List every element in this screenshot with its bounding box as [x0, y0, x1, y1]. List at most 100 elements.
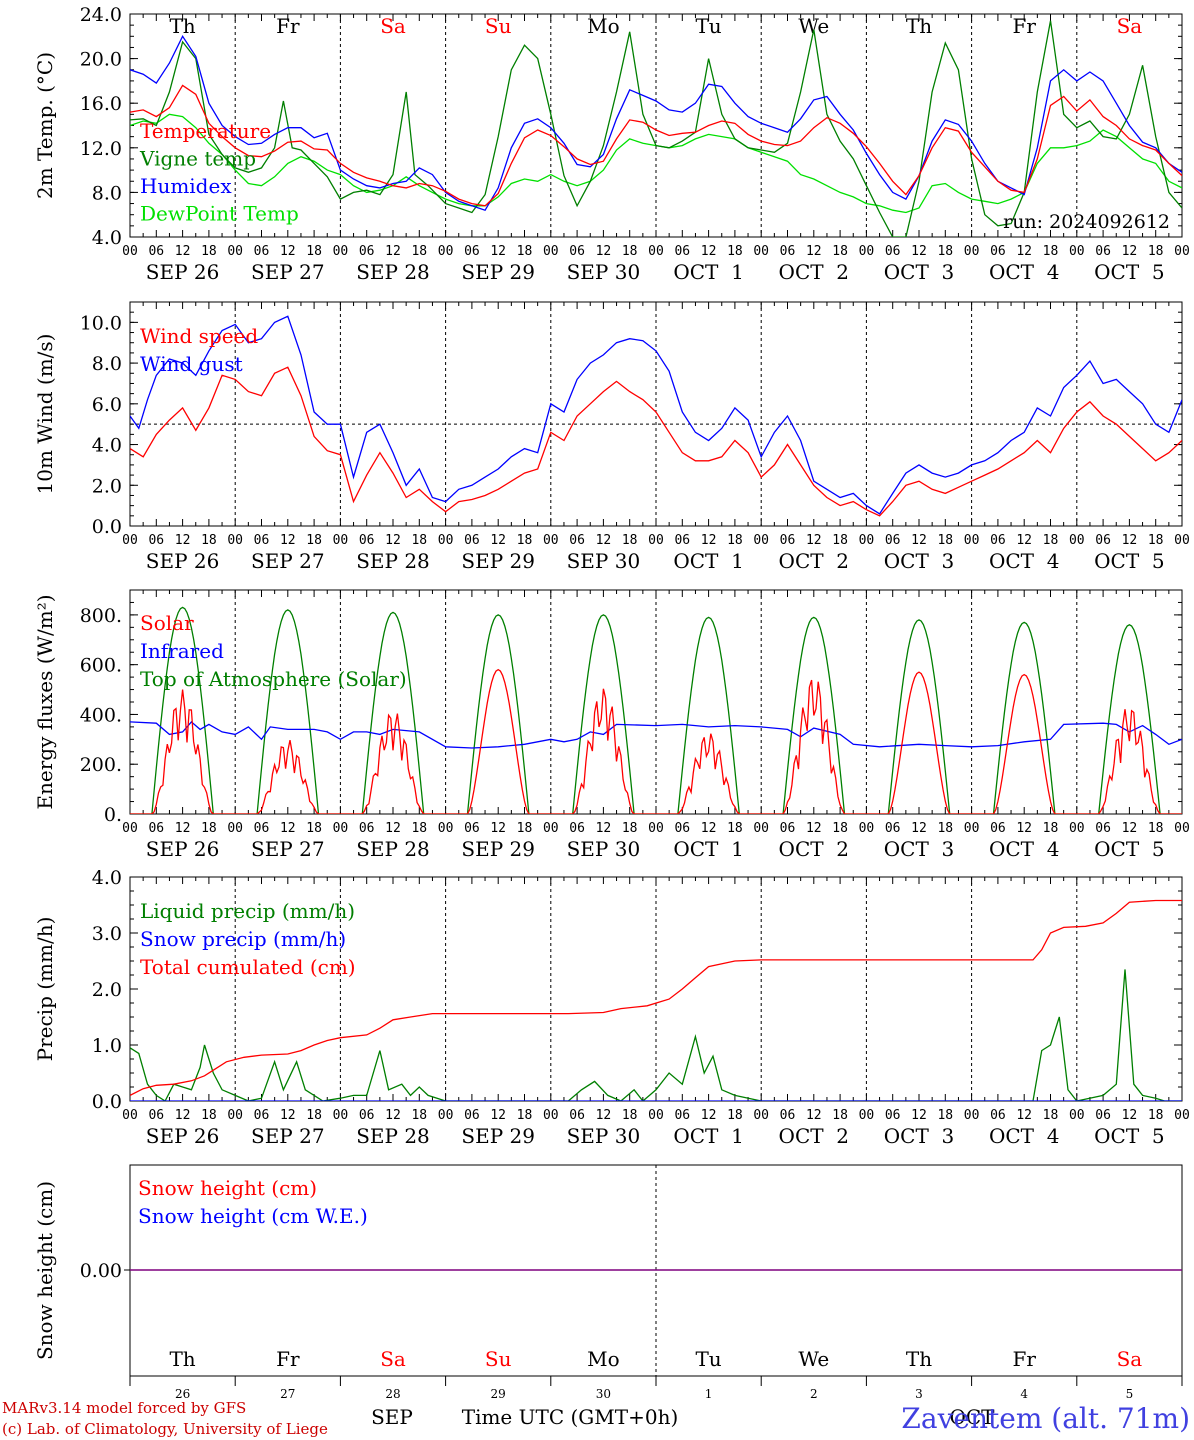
weekday-label: Fr: [1012, 14, 1036, 38]
hour-tick-label: 12: [1016, 821, 1032, 836]
hour-tick-label: 00: [964, 821, 980, 836]
date-label: OCT 1: [673, 260, 743, 284]
legend-item: Temperature: [140, 119, 271, 143]
hour-tick-label: 00: [122, 1108, 138, 1123]
date-label: SEP 29: [461, 549, 535, 573]
y-tick-label: 0.0: [92, 516, 122, 538]
hour-tick-label: 00: [438, 821, 454, 836]
date-label: OCT 3: [884, 837, 954, 861]
hour-tick-label: 18: [1043, 533, 1059, 548]
weekday-label: Fr: [276, 1347, 300, 1371]
y-tick-label: 0.00: [80, 1260, 122, 1282]
hour-tick-label: 12: [385, 244, 401, 259]
hour-tick-label: 00: [1069, 1108, 1085, 1123]
weekday-label: Mo: [587, 14, 620, 38]
hour-tick-label: 00: [227, 821, 243, 836]
hour-tick-label: 00: [859, 821, 875, 836]
hour-tick-label: 18: [727, 1108, 743, 1123]
hour-tick-label: 00: [122, 244, 138, 259]
y-tick-label: 4.0: [92, 867, 122, 889]
hour-tick-label: 06: [885, 533, 901, 548]
date-label: OCT 1: [673, 837, 743, 861]
series-line: [130, 720, 1182, 749]
y-tick-label: 4.0: [92, 435, 122, 457]
hour-tick-label: 06: [569, 1108, 585, 1123]
panel-frame: [129, 589, 1183, 815]
hour-tick-label: 06: [990, 821, 1006, 836]
hour-tick-label: 06: [674, 533, 690, 548]
y-tick-label: 8.0: [92, 182, 122, 204]
date-label: OCT 4: [989, 549, 1059, 573]
y-axis-label: 2m Temp. (°C): [33, 52, 57, 199]
hour-tick-label: 06: [674, 1108, 690, 1123]
weekday-label: Sa: [380, 1347, 406, 1371]
hour-tick-label: 12: [1122, 821, 1138, 836]
run-label: run: 2024092612: [1003, 211, 1170, 233]
weekday-label: Fr: [1012, 1347, 1036, 1371]
legend-item: Humidex: [140, 174, 232, 198]
date-label: OCT 1: [673, 1124, 743, 1148]
date-label: SEP 30: [567, 837, 641, 861]
hour-tick-label: 00: [753, 821, 769, 836]
hour-tick-label: 12: [280, 821, 296, 836]
date-label: SEP 30: [567, 260, 641, 284]
hour-tick-label: 12: [701, 1108, 717, 1123]
hour-tick-label: 00: [543, 533, 559, 548]
weekday-label: Th: [169, 1347, 195, 1371]
hour-tick-label: 00: [333, 821, 349, 836]
station-name: Zaventem (alt. 71m): [901, 1402, 1190, 1435]
date-label: SEP 27: [251, 1124, 325, 1148]
weekday-label: Tu: [695, 1347, 721, 1371]
hour-tick-label: 06: [1095, 244, 1111, 259]
date-label: SEP 28: [356, 260, 430, 284]
hour-tick-label: 00: [543, 821, 559, 836]
hour-tick-label: 06: [464, 533, 480, 548]
hour-tick-label: 00: [1069, 821, 1085, 836]
date-label: SEP 29: [461, 260, 535, 284]
hour-tick-label: 06: [990, 244, 1006, 259]
hour-tick-label: 18: [1043, 244, 1059, 259]
hour-tick-label: 00: [964, 533, 980, 548]
legend-item: Infrared: [140, 639, 224, 663]
hour-tick-label: 06: [359, 821, 375, 836]
date-label: SEP 30: [567, 549, 641, 573]
hour-tick-label: 18: [201, 533, 217, 548]
weekday-label: Sa: [1117, 1347, 1143, 1371]
hour-tick-label: 06: [148, 533, 164, 548]
weekday-label: Th: [906, 14, 932, 38]
hour-tick-label: 12: [385, 821, 401, 836]
hour-tick-label: 12: [701, 244, 717, 259]
legend-item: Top of Atmosphere (Solar): [140, 667, 407, 691]
legend-item: Snow height (cm W.E.): [138, 1204, 368, 1228]
hour-tick-label: 12: [596, 821, 612, 836]
hour-tick-label: 12: [1122, 244, 1138, 259]
panel-5: 0.00 Snow height (cm) Snow height (cm) Snow…: [33, 1164, 1183, 1401]
series-line: [130, 84, 1182, 207]
day-number-label: 26: [175, 1387, 190, 1401]
day-number-label: 29: [491, 1387, 506, 1401]
hour-tick-label: 18: [727, 244, 743, 259]
date-label: OCT 3: [884, 549, 954, 573]
hour-tick-label: 18: [832, 244, 848, 259]
date-label: SEP 28: [356, 837, 430, 861]
date-label: OCT 3: [884, 1124, 954, 1148]
hour-tick-label: 12: [806, 533, 822, 548]
legend-item: Vigne temp: [139, 147, 256, 171]
y-tick-label: 1.0: [92, 1035, 122, 1057]
hour-tick-label: 18: [411, 533, 427, 548]
weekday-label: Tu: [695, 14, 721, 38]
hour-tick-label: 06: [780, 821, 796, 836]
hour-tick-label: 18: [937, 821, 953, 836]
hour-tick-label: 00: [227, 1108, 243, 1123]
hour-tick-label: 06: [254, 533, 270, 548]
footer-model: MARv3.14 model forced by GFS: [2, 1399, 246, 1417]
hour-tick-label: 06: [254, 1108, 270, 1123]
day-number-label: 5: [1126, 1387, 1134, 1401]
hour-tick-label: 00: [122, 533, 138, 548]
hour-tick-label: 00: [543, 1108, 559, 1123]
hour-tick-label: 18: [306, 533, 322, 548]
date-label: OCT 5: [1094, 260, 1164, 284]
hour-tick-label: 00: [438, 1108, 454, 1123]
